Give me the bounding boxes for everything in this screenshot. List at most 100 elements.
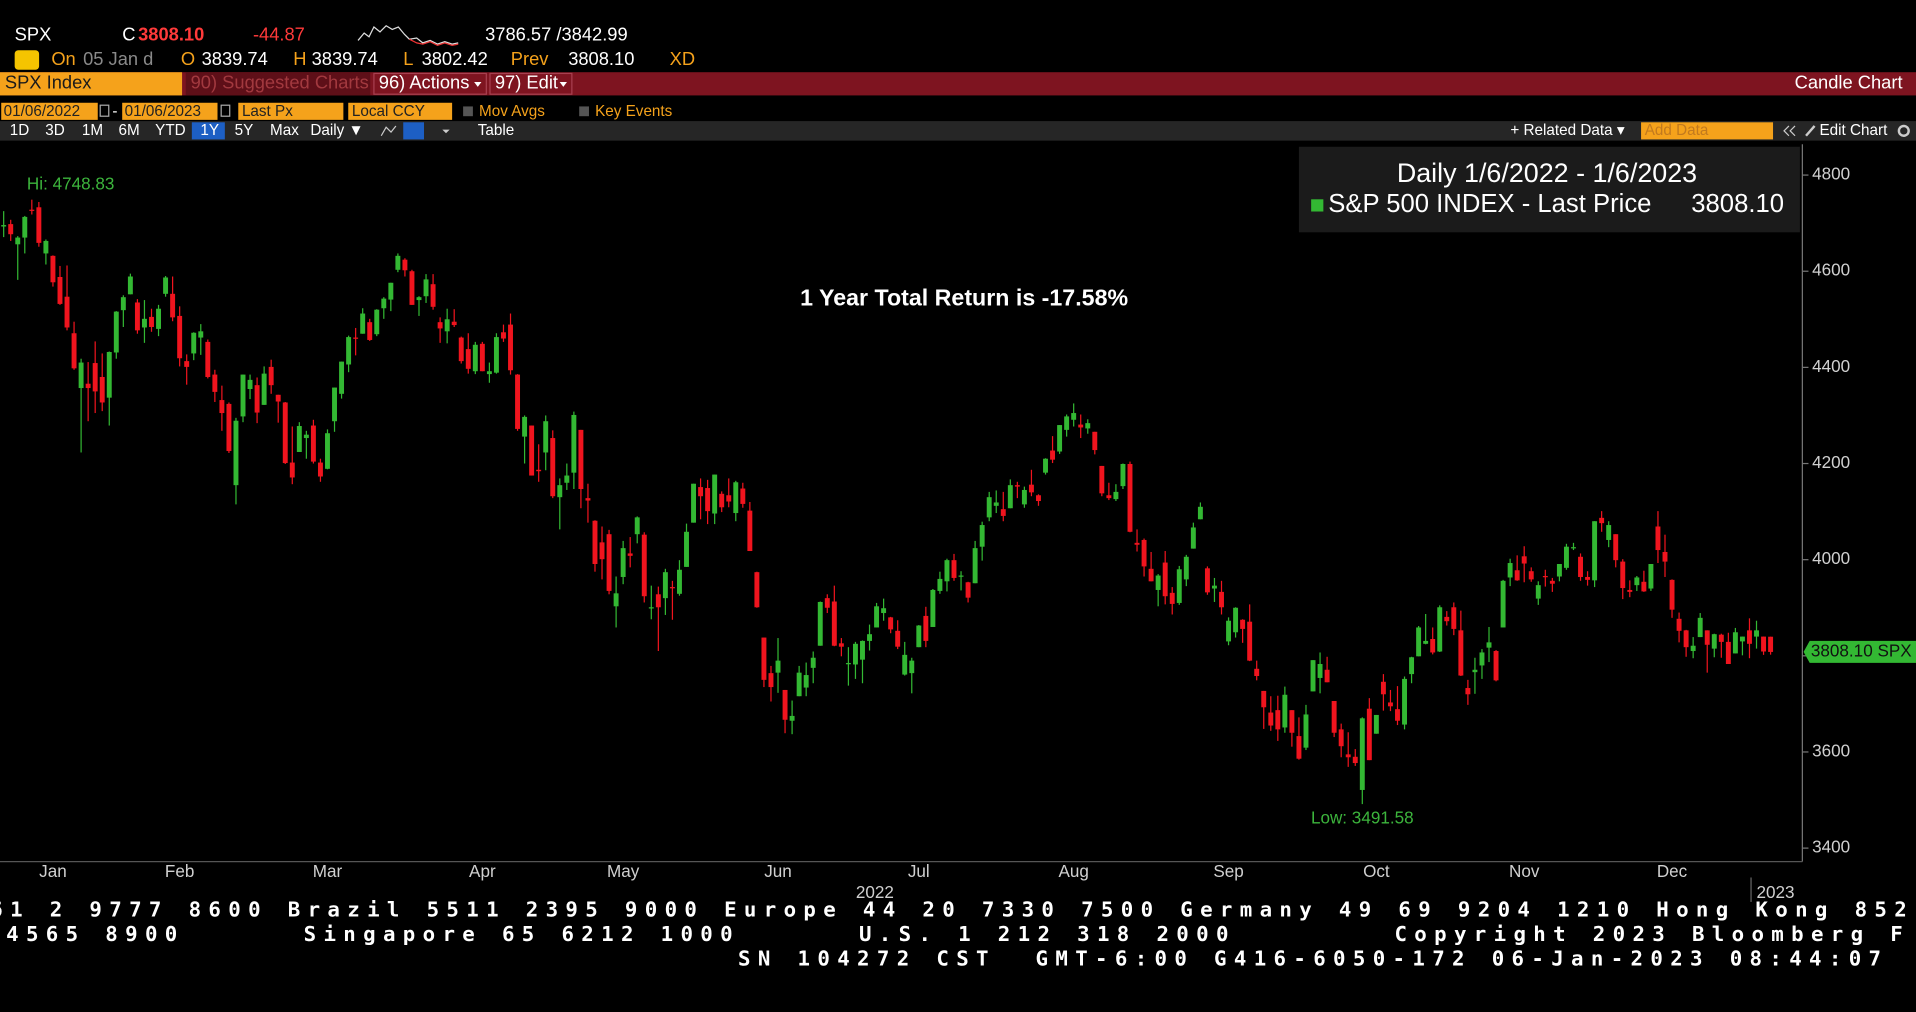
- candle-body: [85, 383, 91, 389]
- year-label: 2022: [856, 883, 894, 902]
- candle-icon[interactable]: [403, 122, 425, 140]
- x-tick-label: Oct: [1363, 862, 1390, 881]
- field-select[interactable]: [238, 102, 344, 120]
- related-data[interactable]: + Related Data ▾: [1510, 122, 1625, 139]
- security-box[interactable]: [0, 72, 183, 96]
- period[interactable]: 5Y: [235, 122, 254, 139]
- candle-body: [1465, 688, 1471, 695]
- candle-body: [486, 371, 492, 375]
- candle-body: [747, 510, 753, 552]
- period[interactable]: 6M: [119, 122, 140, 139]
- candle-body: [1472, 669, 1478, 673]
- candle-body: [317, 462, 323, 477]
- collapse-icon[interactable]: [1783, 125, 1790, 137]
- candle-body: [1338, 729, 1344, 747]
- candle-body: [36, 207, 42, 243]
- candle-body: [1162, 562, 1168, 597]
- candle-body: [1634, 577, 1640, 586]
- calendar-icon[interactable]: [220, 104, 231, 117]
- x-tick-label: Feb: [165, 862, 194, 881]
- candle-body: [1747, 630, 1752, 644]
- candle-body: [1528, 571, 1534, 580]
- candle-body: [1331, 701, 1337, 733]
- period[interactable]: YTD: [155, 122, 186, 139]
- calendar-icon[interactable]: [99, 104, 110, 117]
- period[interactable]: 3D: [45, 122, 65, 139]
- candle-body: [550, 438, 556, 497]
- checkbox[interactable]: [463, 106, 473, 117]
- edit-chart[interactable]: Edit Chart: [1819, 122, 1888, 139]
- menu-box[interactable]: [373, 72, 487, 95]
- period[interactable]: 1M: [82, 122, 103, 139]
- candle-body: [1254, 668, 1260, 677]
- candle-body: [1352, 756, 1358, 764]
- candle-body: [655, 594, 661, 608]
- candle-body: [1155, 575, 1161, 590]
- candle-body: [127, 276, 133, 295]
- on-label: On: [51, 48, 75, 69]
- gear-icon[interactable]: [1897, 124, 1910, 137]
- candle-body: [1071, 413, 1077, 420]
- caret: [559, 81, 567, 87]
- date-input[interactable]: [122, 102, 218, 120]
- x-tick-label: Mar: [313, 862, 343, 881]
- candle-body: [261, 373, 267, 405]
- period[interactable]: Max: [270, 122, 299, 139]
- candle-body: [944, 560, 950, 582]
- candle-body: [571, 414, 577, 473]
- currency-select[interactable]: [348, 102, 453, 120]
- candle-body: [958, 575, 964, 577]
- menu-box[interactable]: [185, 72, 371, 96]
- date-input[interactable]: [1, 102, 98, 120]
- change: -44.87: [253, 23, 305, 44]
- candle-body: [50, 255, 56, 283]
- candle-body: [1718, 634, 1724, 642]
- x-tick-label: Jul: [908, 862, 930, 881]
- period[interactable]: 1Y: [200, 122, 219, 139]
- chart-title: Daily 1/6/2022 - 1/6/2023: [1397, 158, 1697, 188]
- candle-body: [824, 598, 830, 608]
- candle-body: [465, 349, 471, 369]
- candle-body: [782, 689, 788, 720]
- period[interactable]: 1D: [10, 122, 30, 139]
- legend-value: 3808.10: [1691, 190, 1784, 218]
- line-icon[interactable]: [380, 125, 397, 137]
- candle-body: [1416, 627, 1422, 657]
- candle-body: [1197, 506, 1203, 520]
- candle-body: [1754, 630, 1759, 637]
- icon[interactable]: [14, 50, 40, 70]
- y-tick-label: 4800: [1812, 165, 1850, 184]
- menu-box[interactable]: [489, 72, 573, 95]
- add-data: Add Data: [1645, 122, 1709, 139]
- menu-item: 90) Suggested Charts: [191, 72, 369, 93]
- collapse-icon[interactable]: [1789, 125, 1796, 137]
- menu-item: 97) Edit: [495, 72, 558, 93]
- candle-body: [1669, 579, 1675, 610]
- frequency[interactable]: Daily ▼: [310, 122, 363, 139]
- candle-body: [303, 434, 309, 439]
- candle-body: [310, 425, 316, 462]
- candle-body: [515, 374, 521, 429]
- candle-body: [817, 601, 823, 646]
- candle-body: [247, 379, 253, 390]
- pencil-icon[interactable]: [1805, 125, 1816, 137]
- add-data-box[interactable]: [1641, 122, 1774, 140]
- x-tick-label: May: [607, 862, 640, 881]
- footer-line: 4565 8900 Singapore 65 6212 1000 U.S. 1 …: [6, 922, 1910, 946]
- candle-body: [22, 216, 28, 238]
- candle-body: [71, 333, 77, 369]
- high-note: Hi: 4748.83: [27, 175, 114, 194]
- candle-body: [860, 640, 865, 660]
- plot: 34003600380040004200440046004800JanFebMa…: [1, 146, 1916, 902]
- open: 3839.74: [202, 48, 268, 69]
- candle-body: [1036, 495, 1041, 502]
- end-date: 01/06/2023: [125, 103, 201, 120]
- y-tick-label: 4400: [1812, 357, 1850, 376]
- y-tick-label: 3600: [1812, 741, 1850, 760]
- checkbox[interactable]: [579, 106, 589, 117]
- candle-body: [831, 601, 837, 646]
- table[interactable]: Table: [478, 122, 515, 139]
- candle-body: [113, 311, 119, 353]
- candle-body: [599, 542, 605, 560]
